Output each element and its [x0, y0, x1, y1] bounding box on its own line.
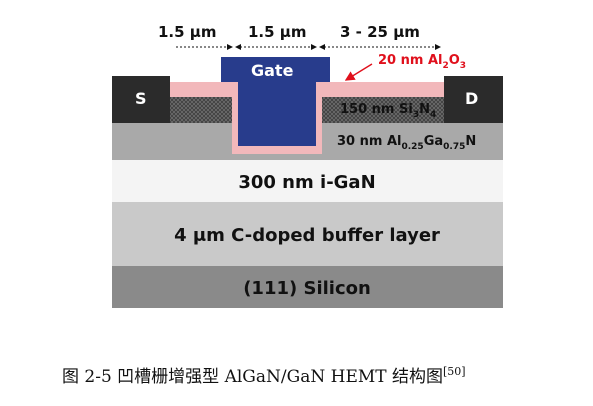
buffer-layer [112, 202, 503, 266]
sin-right [316, 97, 468, 123]
dim-label-middle: 1.5 μm [248, 23, 306, 41]
sin-left [170, 97, 238, 123]
sin-label: 150 nm Si3N4 [340, 102, 436, 120]
algan-label: 30 nm Al0.25Ga0.75N [337, 134, 476, 152]
silicon-label: (111) Silicon [243, 278, 371, 299]
buffer-label: 4 μm C-doped buffer layer [174, 225, 440, 246]
igan-label: 300 nm i-GaN [238, 172, 375, 193]
dim-label-left: 1.5 μm [158, 23, 216, 41]
source-contact [112, 76, 170, 123]
figure-caption: 图 2-5 凹槽栅增强型 AlGaN/GaN HEMT 结构图[50] [62, 365, 466, 387]
oxide-label: 20 nm Al2O3 [378, 53, 466, 71]
oxide-callout-arrow [344, 63, 373, 81]
silicon-layer [112, 266, 503, 308]
drain-label: D [465, 89, 478, 108]
source-label: S [135, 89, 147, 108]
gate-label: Gate [251, 61, 294, 80]
dim-label-right: 3 - 25 μm [340, 23, 420, 41]
oxide-top-left [170, 82, 238, 97]
oxide-layer [170, 82, 468, 154]
igan-layer [112, 160, 503, 202]
oxide-top-right [316, 82, 468, 97]
gate-electrode [221, 57, 330, 146]
drain-contact [444, 76, 503, 123]
